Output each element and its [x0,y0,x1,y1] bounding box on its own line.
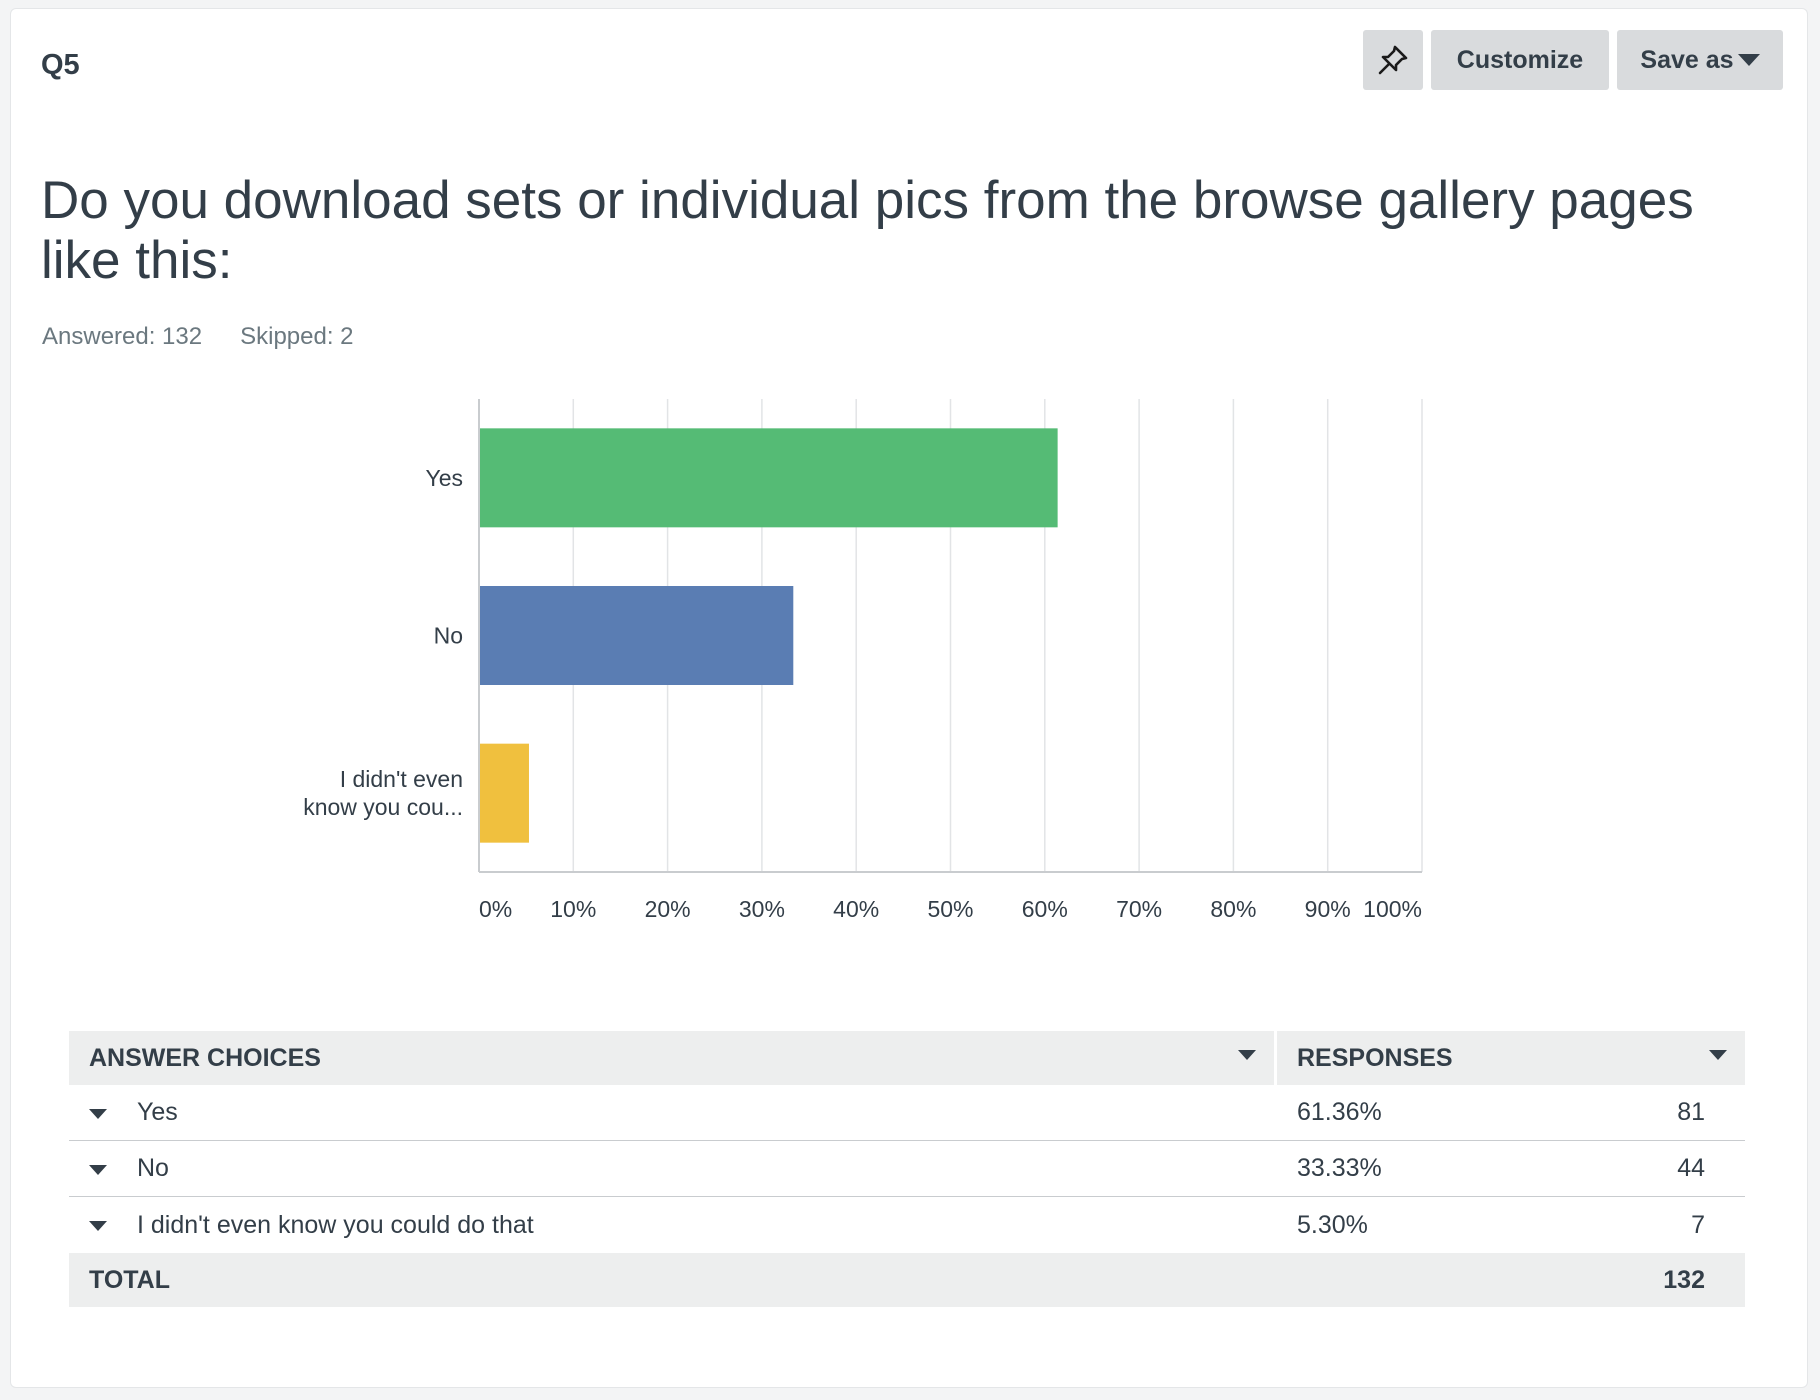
x-tick-label: 30% [739,896,785,922]
bar[interactable] [480,428,1058,528]
pin-button[interactable] [1363,30,1423,90]
category-label-line: Yes [425,465,463,491]
pin-icon [1378,45,1408,75]
save-as-label: Save as [1640,45,1734,74]
table-row: I didn't even know you could do that 5.3… [69,1197,1745,1253]
category-label-line: know you cou... [303,794,463,820]
bar[interactable] [480,743,529,843]
category-label: No [434,623,463,649]
sort-caret-icon[interactable] [1238,1050,1256,1060]
category-label-line: I didn't even [340,766,463,792]
choice-cell: I didn't even know you could do that [69,1197,1277,1253]
question-card: Q5 Customize Save as Do you download set… [10,8,1808,1388]
answer-choices-label: ANSWER CHOICES [89,1043,321,1072]
choice-cell: No [69,1141,1277,1196]
category-label-line: No [434,623,463,649]
x-tick-label: 100% [1363,896,1422,922]
category-label: Yes [425,465,463,491]
total-label: TOTAL [89,1265,171,1294]
table-total-row: TOTAL 132 [69,1253,1745,1307]
response-cell: 5.30% 7 [1277,1197,1745,1253]
save-as-button[interactable]: Save as [1617,30,1783,90]
responses-header[interactable]: RESPONSES [1277,1031,1745,1085]
bar-chart: 0% 10% 20% 30% 40% 50% 60% 70% 80% 90% 100% Yes No I… [303,399,1423,922]
customize-button[interactable]: Customize [1431,30,1609,90]
answer-choices-header[interactable]: ANSWER CHOICES [69,1031,1277,1085]
x-tick-label: 70% [1116,896,1162,922]
response-count: 7 [1691,1210,1705,1239]
x-tick-label: 0% [479,896,512,922]
expand-caret-icon[interactable] [89,1108,107,1119]
x-tick-label: 20% [645,896,691,922]
response-cell: 61.36% 81 [1277,1085,1745,1140]
answered-count: Answered: 132 [42,323,203,350]
response-count: 44 [1677,1154,1705,1182]
response-cell: 33.33% 44 [1277,1141,1745,1196]
expand-caret-icon[interactable] [89,1164,107,1175]
response-percent: 5.30% [1297,1210,1368,1239]
response-count: 81 [1677,1098,1705,1126]
x-tick-label: 40% [833,896,879,922]
skipped-count: Skipped: 2 [240,323,354,350]
choice-cell: Yes [69,1085,1277,1140]
table-row: Yes 61.36% 81 [69,1085,1745,1141]
response-percent: 61.36% [1297,1098,1382,1126]
total-label-cell: TOTAL [69,1253,1277,1307]
chevron-down-icon [1737,54,1760,66]
chart-bars [480,428,1058,843]
answers-table: ANSWER CHOICES RESPONSES Yes 61.36% 81 N… [69,1031,1745,1307]
x-tick-label: 90% [1305,896,1351,922]
table-row: No 33.33% 44 [69,1141,1745,1197]
response-percent: 33.33% [1297,1154,1382,1182]
expand-caret-icon[interactable] [89,1221,107,1231]
bar[interactable] [480,586,794,685]
question-title: Do you download sets or individual pics … [41,171,1694,290]
question-toolbar: Customize Save as [1363,30,1783,90]
choice-label: No [137,1154,169,1182]
chart-axes [478,399,1422,873]
total-count: 132 [1663,1265,1705,1294]
chart-x-ticks: 0% 10% 20% 30% 40% 50% 60% 70% 80% 90% 100% [479,896,1422,922]
sort-caret-icon[interactable] [1709,1050,1727,1060]
x-tick-label: 50% [927,896,973,922]
x-tick-label: 60% [1022,896,1068,922]
total-count-cell: 132 [1277,1253,1745,1307]
choice-label: I didn't even know you could do that [137,1210,534,1239]
x-tick-label: 10% [550,896,596,922]
responses-label: RESPONSES [1297,1043,1453,1072]
table-header: ANSWER CHOICES RESPONSES [69,1031,1745,1085]
choice-label: Yes [137,1098,178,1126]
response-stats: Answered: 132 Skipped: 2 [42,323,354,351]
question-number: Q5 [41,49,80,81]
x-tick-label: 80% [1210,896,1256,922]
